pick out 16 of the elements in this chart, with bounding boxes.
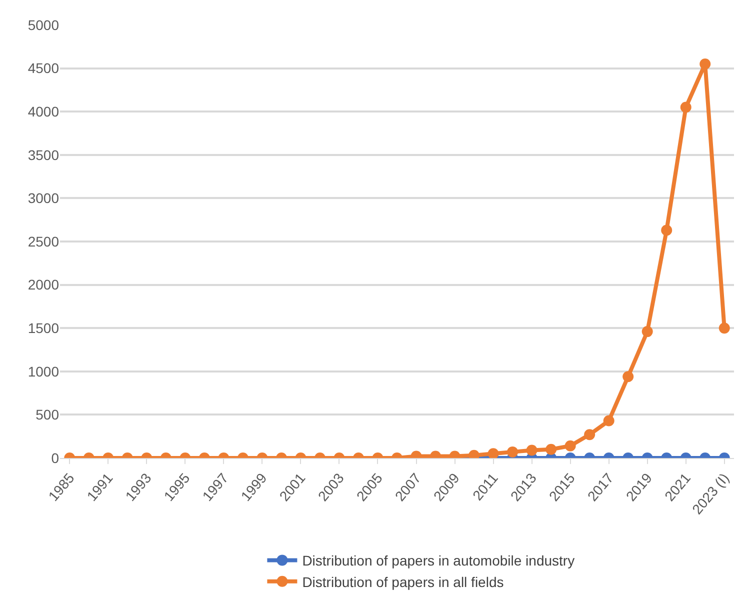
legend-label: Distribution of papers in all fields bbox=[302, 574, 504, 590]
y-tick-label: 5000 bbox=[28, 16, 60, 33]
point bbox=[680, 102, 692, 113]
y-tick-label: 4500 bbox=[28, 60, 60, 76]
y-tick-label: 3500 bbox=[28, 146, 60, 163]
y-tick-label: 2500 bbox=[28, 233, 60, 250]
y-tick-label: 1000 bbox=[28, 363, 60, 380]
y-tick-label: 0 bbox=[51, 450, 60, 466]
y-tick-label: 2000 bbox=[28, 276, 60, 293]
point bbox=[700, 58, 711, 70]
y-tick-label: 4000 bbox=[28, 104, 60, 120]
y-tick-label: 3000 bbox=[28, 190, 60, 206]
legend-label: Distribution of papers in automobile industry bbox=[302, 552, 575, 569]
y-tick-label: 1500 bbox=[28, 320, 60, 336]
y-tick-label: 500 bbox=[36, 406, 60, 423]
point bbox=[661, 224, 672, 236]
